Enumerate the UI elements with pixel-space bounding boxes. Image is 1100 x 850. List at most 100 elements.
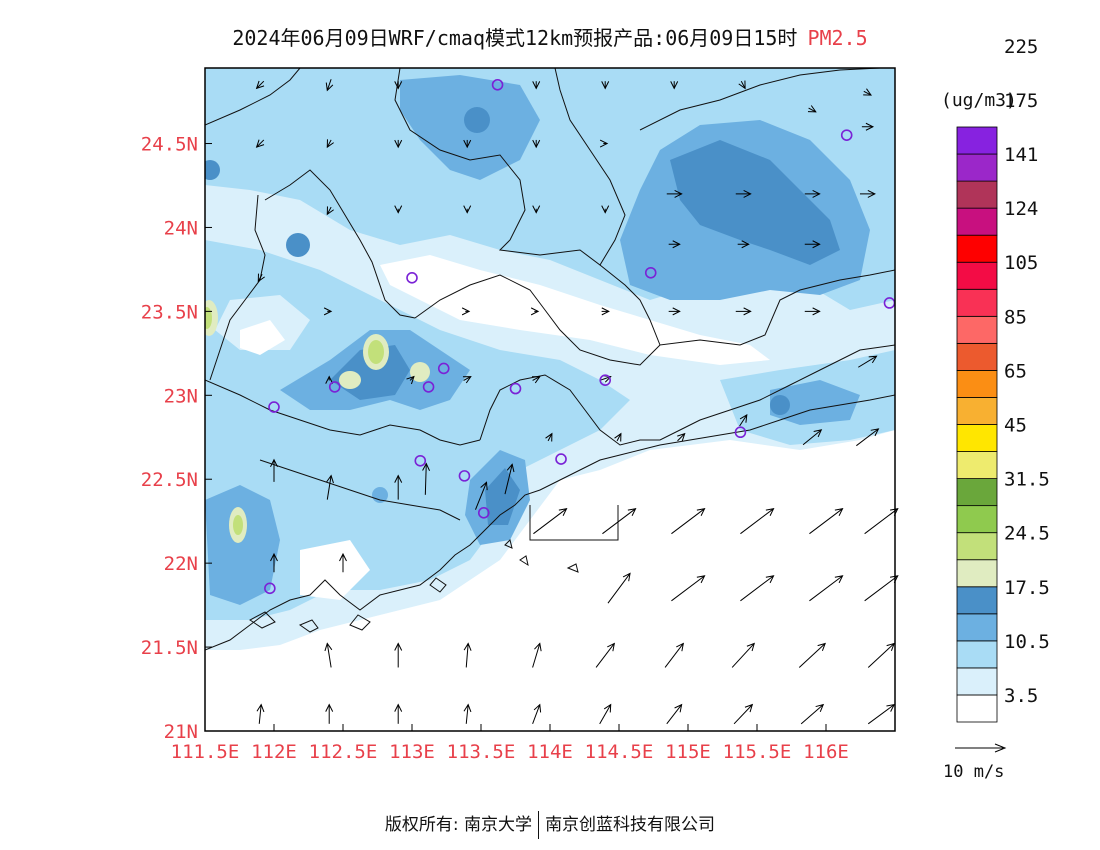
island-4 <box>504 539 513 549</box>
wind-arrow <box>532 205 541 214</box>
wind-arrow <box>599 703 612 725</box>
wind-arrow <box>740 575 775 602</box>
wind-arrow <box>531 376 541 384</box>
colorbar-swatch <box>956 559 998 588</box>
colorbar-swatch <box>956 261 998 290</box>
wind-reference-label: 10 m/s <box>943 762 1005 782</box>
wind-arrow <box>601 205 610 214</box>
field-blob-dark-east-coast <box>770 380 860 425</box>
field-blob-darker-south <box>485 468 520 525</box>
colorbar-label: 124 <box>1004 198 1038 220</box>
wind-arrow <box>394 81 403 90</box>
colorbar-swatch <box>956 126 998 155</box>
colorbar-swatch <box>956 532 998 561</box>
wind-arrow <box>677 432 686 442</box>
colorbar-swatch <box>956 694 998 723</box>
boundary-line-1 <box>205 68 301 126</box>
wind-arrow <box>532 81 541 90</box>
wind-arrow <box>856 428 880 447</box>
station-marker <box>644 266 657 279</box>
island-5 <box>519 555 529 567</box>
x-tick-label: 112.5E <box>309 741 378 763</box>
station-marker <box>422 381 435 393</box>
y-tick-label: 23.5N <box>141 301 198 323</box>
colorbar-label: 175 <box>1004 90 1038 112</box>
wind-arrow <box>800 703 825 725</box>
wind-arrow <box>809 575 844 602</box>
station-marker <box>264 582 276 595</box>
colorbar-swatch <box>956 315 998 344</box>
y-tick-label: 24.5N <box>141 134 198 156</box>
wind-arrow <box>394 703 403 724</box>
wind-arrow <box>733 703 754 725</box>
wind-arrow <box>326 206 334 216</box>
wind-arrow <box>255 80 265 90</box>
wind-arrow <box>809 508 844 535</box>
field-blob-darker-east <box>670 140 840 265</box>
wind-arrow <box>325 703 334 724</box>
wind-arrow <box>463 139 472 149</box>
boundary-line-9 <box>259 459 461 521</box>
map-title-main: 2024年06月09日WRF/cmaq模式12km预报产品:06月09日15时 <box>232 26 798 50</box>
colorbar-swatch <box>956 586 998 615</box>
wind-arrow <box>323 307 333 316</box>
colorbar-swatch <box>956 451 998 479</box>
wind-arrow <box>599 139 609 148</box>
wind-arrow <box>601 81 610 90</box>
station-marker <box>491 78 504 91</box>
wind-arrow <box>858 355 878 368</box>
wind-arrow <box>863 88 872 96</box>
wind-arrow <box>504 463 515 495</box>
wind-arrow <box>735 307 752 316</box>
colorbar-swatch <box>956 667 998 696</box>
wind-arrow <box>532 642 542 668</box>
colorbar-unit: (ug/m3) <box>941 90 1017 111</box>
island-2 <box>349 614 371 631</box>
wind-reference-arrow <box>955 743 1007 753</box>
wind-arrow <box>406 375 415 385</box>
wind-arrow <box>601 307 610 316</box>
field-hotspot-5-core <box>205 307 212 329</box>
monitoring-stations <box>264 78 896 595</box>
boundary-line-3 <box>209 194 266 381</box>
field-hotspot-4-core <box>233 515 243 535</box>
coastline-and-boundaries <box>205 68 895 651</box>
x-tick-label: 114E <box>527 741 573 763</box>
wind-arrow <box>545 432 553 442</box>
wind-arrow <box>463 642 472 668</box>
field-blob-dark-southwest <box>205 485 280 605</box>
wind-arrow <box>671 575 706 602</box>
colorbar-swatch <box>956 207 998 236</box>
y-axis: 24.5N 24N 23.5N 23N 22.5N 22N 21.5N 21N <box>141 134 212 743</box>
colorbar-label: 65 <box>1004 360 1027 382</box>
colorbar: 3.5 10.5 17.5 24.5 31.5 45 65 85 105 124 141 175 225 <box>956 36 1050 723</box>
station-marker <box>328 381 341 393</box>
wind-arrow <box>422 462 431 495</box>
wind-arrow <box>666 189 683 198</box>
y-tick-label: 22.5N <box>141 469 198 491</box>
field-spot-2 <box>464 107 490 133</box>
wind-arrow <box>532 703 542 724</box>
wind-arrow <box>461 307 471 316</box>
colorbar-swatch <box>956 613 998 642</box>
colorbar-swatch <box>956 478 998 507</box>
x-tick-label: 115.5E <box>723 741 792 763</box>
colorbar-swatch <box>956 180 998 209</box>
field-spot-1 <box>286 233 310 257</box>
wind-arrow <box>607 572 631 604</box>
field-spot-3 <box>205 160 220 180</box>
wind-arrow <box>595 642 615 668</box>
colorbar-label: 105 <box>1004 252 1038 274</box>
footer-separator <box>538 811 540 839</box>
station-marker <box>458 470 471 482</box>
boundary-line-7 <box>414 274 661 366</box>
wind-arrow <box>339 552 347 573</box>
wind-arrow <box>735 189 752 198</box>
map-title: 2024年06月09日WRF/cmaq模式12km预报产品:06月09日15时 P… <box>0 22 1100 51</box>
island-3 <box>249 611 276 629</box>
wind-arrow <box>861 122 875 131</box>
wind-arrow <box>737 240 750 249</box>
wind-arrow <box>614 432 622 442</box>
boundary-line-2 <box>264 169 416 319</box>
